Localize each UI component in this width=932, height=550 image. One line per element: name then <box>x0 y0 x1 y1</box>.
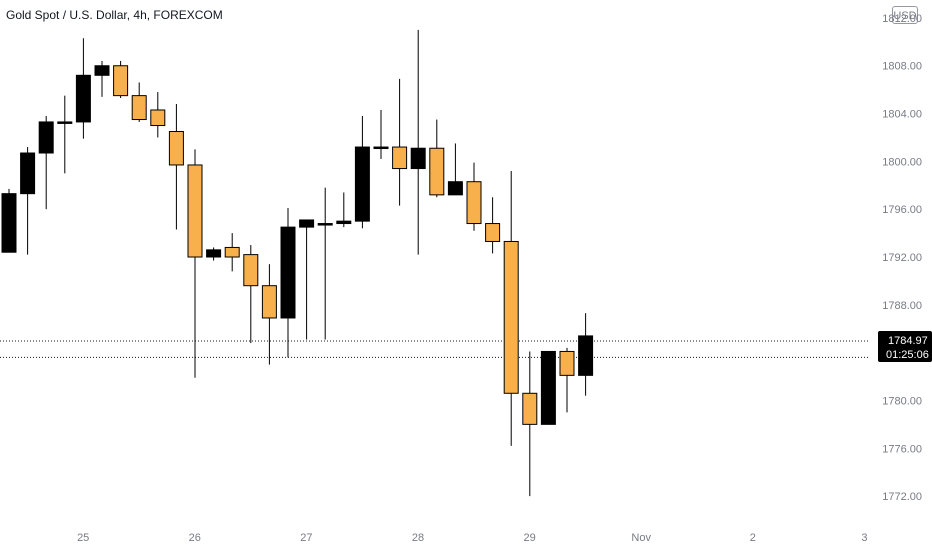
symbol-title: Gold Spot / U.S. Dollar, 4h, FOREXCOM <box>6 8 223 22</box>
candle <box>522 351 538 497</box>
time-tick-label: Nov <box>631 532 651 544</box>
candle <box>578 313 594 396</box>
candle <box>540 350 556 425</box>
time-tick-label: 28 <box>412 532 424 544</box>
last-price-tag: 1784.97 01:25:06 <box>878 331 932 363</box>
time-tick-label: 29 <box>523 532 535 544</box>
candle-body <box>38 121 54 154</box>
candle <box>429 119 445 198</box>
last-price-label: 1784.97 <box>888 335 928 347</box>
candle <box>20 147 36 255</box>
candle <box>187 149 203 378</box>
candle <box>38 115 54 210</box>
candle <box>261 264 277 365</box>
plot-area <box>0 29 870 497</box>
candle-body <box>57 121 73 124</box>
candle <box>1 188 17 253</box>
price-tick-label: 1780.00 <box>882 395 922 407</box>
candle-body <box>224 246 240 258</box>
price-tick-label: 1796.00 <box>882 204 922 216</box>
candle-body <box>131 95 147 121</box>
time-tick-label: 26 <box>189 532 201 544</box>
candle <box>466 162 482 231</box>
candle-body <box>522 392 538 425</box>
candle <box>485 197 501 254</box>
candle-body <box>280 226 296 319</box>
candle-body <box>429 147 445 196</box>
last-price-tag-background <box>878 331 932 363</box>
candle <box>131 82 147 122</box>
candle <box>392 78 408 206</box>
candle-body <box>354 146 370 222</box>
candle <box>168 104 184 230</box>
time-tick-label: 25 <box>77 532 89 544</box>
time-axis: 25 26 27 28 29 Nov 2 3 <box>77 532 867 544</box>
candle-body <box>75 74 91 123</box>
candle <box>243 245 259 344</box>
candle-body <box>485 223 501 242</box>
candle <box>280 208 296 358</box>
price-tick-label: 1792.00 <box>882 252 922 264</box>
candle <box>410 29 426 255</box>
candle-body <box>94 65 110 76</box>
candle-body <box>540 350 556 425</box>
candle <box>354 115 370 229</box>
candle-body <box>578 335 594 376</box>
candle <box>57 95 73 174</box>
candle <box>150 92 166 138</box>
candle-body <box>317 223 333 226</box>
candle-body <box>20 152 36 195</box>
candle <box>336 192 352 228</box>
candle-body <box>336 220 352 225</box>
candle <box>113 60 129 99</box>
price-tick-label: 1800.00 <box>882 156 922 168</box>
candle-body <box>447 181 463 196</box>
price-tick-label: 1812.00 <box>882 13 922 25</box>
candle <box>373 109 389 159</box>
price-tick-label: 1804.00 <box>882 109 922 121</box>
candle <box>94 60 110 97</box>
candle-body <box>168 130 184 166</box>
candle <box>503 170 519 446</box>
candle-body <box>243 254 259 287</box>
bar-countdown-label: 01:25:06 <box>886 349 929 361</box>
candle-body <box>503 240 519 394</box>
price-tick-label: 1788.00 <box>882 300 922 312</box>
price-axis: 1812.00 1808.00 1804.00 1800.00 1796.00 1792.… <box>882 13 922 503</box>
candle <box>447 143 463 196</box>
time-tick-label: 27 <box>300 532 312 544</box>
candle-body <box>466 181 482 225</box>
candle <box>224 233 240 272</box>
candle-body <box>206 249 222 258</box>
price-tick-label: 1776.00 <box>882 443 922 455</box>
candle <box>206 247 222 261</box>
price-tick-label: 1808.00 <box>882 61 922 73</box>
candle-body <box>187 164 203 258</box>
candle <box>75 38 91 139</box>
candle <box>317 187 333 340</box>
candle-body <box>392 146 408 170</box>
candle <box>559 347 575 413</box>
candle-body <box>150 109 166 127</box>
candle-body <box>373 146 389 150</box>
currency-button[interactable]: USD <box>892 6 918 24</box>
candle-body <box>410 147 426 170</box>
candle-body <box>261 285 277 319</box>
candle-body <box>559 350 575 376</box>
candle <box>299 219 315 340</box>
time-tick-label: 2 <box>750 532 756 544</box>
time-tick-label: 3 <box>861 532 867 544</box>
price-tick-label: 1772.00 <box>882 491 922 503</box>
candle-body <box>113 65 129 97</box>
candle-body <box>1 193 17 253</box>
candle-body <box>299 219 315 228</box>
